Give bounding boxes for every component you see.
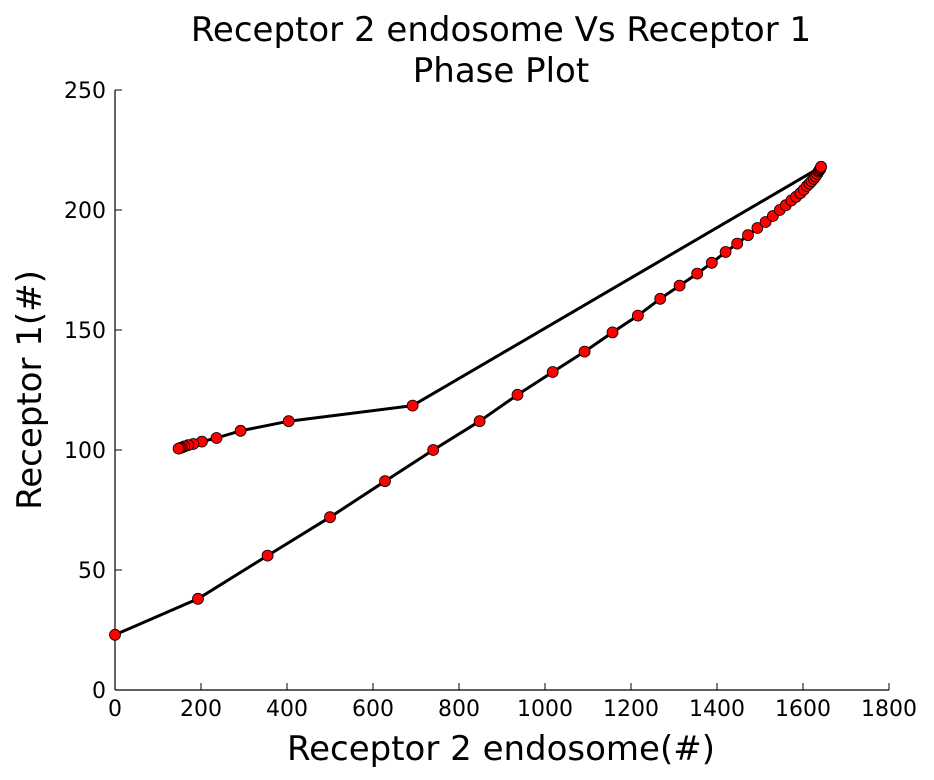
- y-tick-label: 0: [92, 679, 106, 704]
- x-tick-label: 800: [438, 697, 480, 722]
- x-tick-label: 1000: [517, 697, 573, 722]
- axes: [114, 90, 889, 691]
- y-tick-label: 100: [64, 439, 106, 464]
- x-tick-label: 1200: [603, 697, 659, 722]
- data-point: [511, 388, 524, 401]
- data-point: [406, 399, 419, 412]
- x-tick-label: 1600: [775, 697, 831, 722]
- data-point: [654, 292, 667, 305]
- x-axis-label: Receptor 2 endosome(#): [287, 729, 715, 769]
- plot-area: [109, 160, 827, 641]
- data-point: [234, 424, 247, 437]
- y-axis-label: Receptor 1(#): [10, 270, 50, 510]
- data-point: [751, 222, 764, 234]
- chart-subtitle: Phase Plot: [413, 51, 589, 91]
- y-tick-label: 250: [64, 79, 106, 104]
- data-point: [815, 160, 827, 173]
- data-point: [691, 267, 704, 280]
- ticks: 0 200 400 600 800 1000 1200 1400 1600 1800 0 50 100 1…: [64, 79, 917, 722]
- y-tick-label: 50: [78, 559, 106, 584]
- y-tick-label: 150: [64, 319, 106, 344]
- x-tick-label: 400: [266, 697, 308, 722]
- x-tick-label: 0: [108, 697, 122, 722]
- data-point: [379, 475, 391, 488]
- data-point: [172, 442, 185, 455]
- chart-title: Receptor 2 endosome Vs Receptor 1: [191, 10, 811, 50]
- data-point: [261, 549, 274, 562]
- data-point: [742, 229, 754, 242]
- data-point: [673, 279, 686, 292]
- data-point: [282, 415, 295, 428]
- data-point: [546, 366, 559, 378]
- data-point: [427, 444, 440, 456]
- data-point: [731, 237, 744, 250]
- data-point: [719, 246, 732, 258]
- data-point: [192, 592, 204, 605]
- data-point: [109, 628, 121, 641]
- series-line: [114, 165, 823, 637]
- x-tick-label: 200: [180, 697, 222, 722]
- y-tick-label: 200: [64, 199, 106, 224]
- x-tick-label: 1800: [861, 697, 917, 722]
- data-point: [473, 415, 486, 428]
- data-point: [705, 256, 718, 269]
- data-point: [578, 345, 591, 358]
- data-point: [606, 326, 619, 339]
- data-point: [210, 432, 223, 444]
- x-tick-label: 600: [352, 697, 394, 722]
- data-point: [324, 511, 336, 524]
- data-point: [632, 309, 644, 322]
- x-tick-label: 1400: [689, 697, 745, 722]
